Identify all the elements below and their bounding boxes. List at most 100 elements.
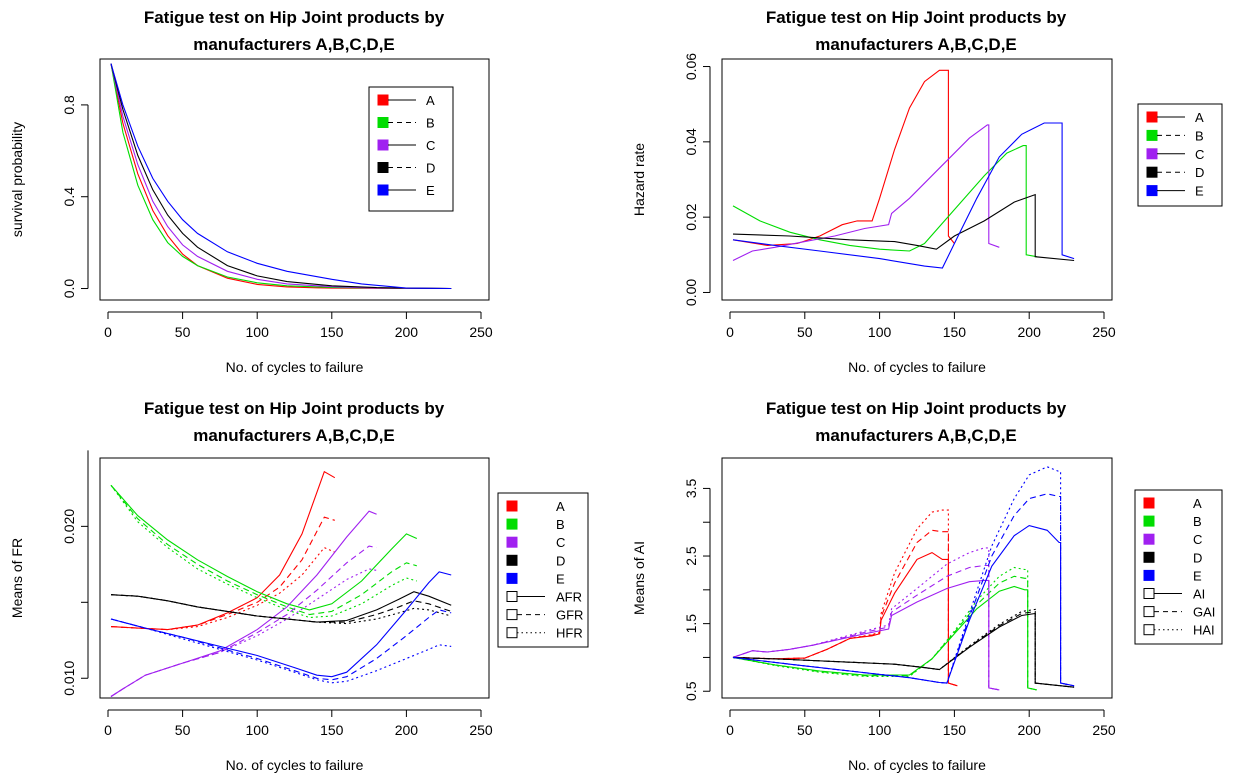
series-line-d [110, 63, 452, 290]
legend-key [1143, 606, 1155, 618]
series-line-b-gfr [110, 484, 417, 616]
y-tick-label: 0.8 [61, 95, 77, 115]
chart-panel-1: Fatigue test on Hip Joint products by man… [9, 8, 493, 375]
x-axis: 0 50 100 150 200 250 [726, 311, 1116, 340]
plot-frame [99, 58, 490, 301]
y-axis-label: Means of FR [9, 538, 25, 618]
x-axis-label: No. of cycles to failure [848, 757, 986, 773]
legend-label: E [1195, 184, 1204, 199]
x-tick-label: 0 [104, 722, 112, 738]
series-line-a [732, 69, 955, 246]
series-line-b-gai [732, 575, 1037, 691]
y-tick-label: 0.04 [683, 128, 699, 155]
x-tick-label: 100 [246, 324, 270, 340]
legend-label: GAI [1193, 605, 1215, 620]
legend-box [497, 492, 589, 648]
legend-key [1146, 111, 1158, 123]
series-line-d-hai [732, 608, 1075, 688]
y-tick-label: 0.020 [61, 509, 77, 544]
series-line-e-ai [732, 525, 1075, 687]
legend-key [506, 536, 518, 548]
legend-key [377, 162, 389, 173]
chart-title-line: manufacturers A,B,C,D,E [193, 426, 395, 445]
series-group [732, 466, 1075, 691]
chart-title-line: Fatigue test on Hip Joint products by [766, 8, 1067, 27]
series-line-a-afr [110, 470, 336, 631]
series-line-b-ai [732, 585, 1037, 691]
chart-title-line: manufacturers A,B,C,D,E [193, 35, 395, 54]
x-tick-label: 0 [726, 324, 734, 340]
legend-key [1146, 185, 1158, 197]
legend-key [506, 500, 518, 512]
x-tick-label: 100 [868, 722, 892, 738]
series-line-e-gai [732, 493, 1075, 687]
x-tick-label: 50 [175, 324, 191, 340]
x-tick-label: 250 [469, 722, 493, 738]
y-tick-label: 0.00 [683, 279, 699, 306]
chart-title-line: Fatigue test on Hip Joint products by [766, 399, 1067, 418]
x-axis-label: No. of cycles to failure [848, 359, 986, 375]
legend-label: AI [1193, 587, 1205, 602]
legend-label: C [556, 535, 565, 550]
y-tick-label: 0.4 [61, 187, 77, 207]
series-line-a-hai [732, 509, 958, 687]
series-line-c-afr [110, 510, 377, 697]
legend-key [1146, 148, 1158, 160]
x-tick-label: 50 [175, 722, 191, 738]
x-axis-label: No. of cycles to failure [226, 757, 364, 773]
x-tick-label: 250 [469, 324, 493, 340]
x-tick-label: 200 [395, 722, 419, 738]
legend-key [506, 554, 518, 566]
series-line-c-hfr [110, 568, 377, 697]
series-line-e [732, 122, 1075, 269]
y-axis-label: Hazard rate [631, 143, 647, 216]
y-tick-label: 3.5 [683, 478, 699, 498]
y-tick-label: 0.0 [61, 279, 77, 299]
series-line-a-hfr [110, 546, 336, 631]
legend-key [506, 627, 518, 639]
x-axis: 0 50 100 150 200 250 [104, 311, 493, 340]
series-line-d [732, 193, 1075, 262]
legend-key [1146, 129, 1158, 141]
x-tick-label: 100 [868, 324, 892, 340]
legend-label: D [1195, 165, 1204, 180]
y-axis: 0.00 0.02 0.04 0.06 [683, 53, 711, 306]
series-line-b-afr [110, 484, 418, 611]
legend-box [1134, 489, 1223, 645]
legend-key [1143, 497, 1155, 509]
x-tick-label: 150 [320, 324, 344, 340]
series-group [110, 63, 452, 290]
chart-panel-2: Fatigue test on Hip Joint products by man… [631, 8, 1223, 375]
legend-key [377, 139, 389, 151]
legend-label: A [1193, 496, 1202, 511]
y-axis: 0.5 1.5 2.5 3.5 [683, 478, 711, 701]
series-line-a-gai [732, 529, 958, 687]
legend-key [1143, 533, 1155, 545]
chart-panel-4: Fatigue test on Hip Joint products by man… [631, 399, 1223, 773]
x-tick-label: 250 [1092, 722, 1116, 738]
x-tick-label: 150 [320, 722, 344, 738]
legend-label: AFR [556, 590, 582, 605]
series-line-e-gfr [110, 609, 452, 681]
x-tick-label: 100 [246, 722, 270, 738]
legend-label: C [1193, 532, 1202, 547]
chart-title-line: manufacturers A,B,C,D,E [815, 426, 1017, 445]
series-line-c [110, 63, 452, 290]
x-axis: 0 50 100 150 200 250 [104, 709, 493, 738]
series-line-c-hai [732, 547, 1000, 691]
legend-label: B [556, 517, 565, 532]
series-line-c [732, 124, 1000, 261]
legend-key [1143, 624, 1155, 636]
chart-title-line: Fatigue test on Hip Joint products by [144, 8, 445, 27]
legend-key [1143, 588, 1155, 599]
legend-label: D [556, 553, 565, 568]
x-axis-label: No. of cycles to failure [226, 359, 364, 375]
legend-key [1146, 166, 1158, 178]
series-line-e-hfr [110, 618, 452, 684]
x-tick-label: 150 [943, 722, 967, 738]
legend-label: A [556, 499, 565, 514]
